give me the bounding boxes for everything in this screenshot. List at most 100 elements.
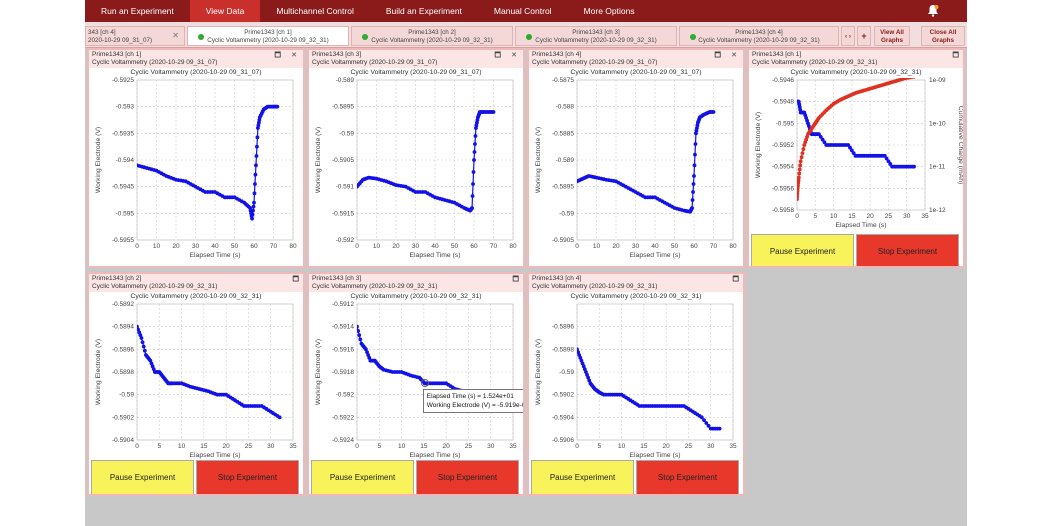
menu-view-data[interactable]: View Data	[189, 0, 261, 22]
y-tick-label: -0.5922	[332, 414, 354, 421]
chart[interactable]: 0 5 10 15 20 25 30 35 -0.5892 -0.5894 -0.5896 -0.58…	[89, 274, 305, 496]
x-tick-label: 5	[597, 443, 601, 450]
stop-experiment-button[interactable]: Stop Experiment	[416, 460, 519, 494]
series-point	[691, 190, 695, 194]
series-point	[822, 140, 827, 145]
chart[interactable]: 0 5 10 15 20 25 30 35 -0.5946 -0.5948 -0.595 -0.595…	[749, 50, 965, 268]
x-tick-label: 10	[398, 443, 406, 450]
series-point	[699, 415, 704, 420]
series-point	[252, 200, 256, 205]
tab-ch1[interactable]: Prime1343 [ch 1] Cyclic Voltammetry (202…	[187, 26, 349, 46]
maximize-icon[interactable]: 🗖	[714, 52, 721, 59]
maximize-icon[interactable]: 🗖	[274, 52, 281, 59]
maximize-icon[interactable]: 🗖	[952, 52, 959, 59]
tab-ch4[interactable]: Prime1343 [ch 4] Cyclic Voltammetry (202…	[679, 26, 839, 46]
graph-tab-bar: 343 [ch 4] 2020-10-29 09_31_07) ✕ Prime1…	[85, 22, 967, 48]
plot-frame	[356, 303, 514, 441]
y-tick-label: -0.5896	[552, 324, 574, 331]
pause-experiment-button[interactable]: Pause Experiment	[311, 460, 414, 494]
y-axis-label: Working Electrode (V)	[95, 339, 102, 405]
series2-point	[800, 151, 805, 156]
graph-panel: Prime1343 [ch 3] Cyclic Voltammetry (2020…	[307, 48, 525, 268]
plot-frame	[136, 79, 294, 241]
panel-subtitle: Cyclic Voltammetry (2020-10-29 09_32_31)	[752, 59, 878, 66]
pause-experiment-button[interactable]: Pause Experiment	[751, 234, 854, 266]
pause-experiment-button[interactable]: Pause Experiment	[91, 460, 194, 494]
chart-title: Cyclic Voltammetry (2020-10-29 09_32_31)	[570, 293, 702, 300]
series-point	[472, 150, 477, 154]
add-tab-button[interactable]: +	[857, 26, 871, 46]
panel-title: Prime1343 [ch 1]	[752, 51, 802, 58]
panel-title: Prime1343 [ch 2]	[92, 275, 142, 282]
maximize-icon[interactable]: 🗖	[292, 276, 299, 283]
y-tick-label: -0.595	[116, 210, 135, 217]
bell-icon[interactable]	[927, 4, 939, 17]
chart[interactable]: 0 5 10 15 20 25 30 35 -0.5896 -0.5898 -0.59 -0.5902…	[529, 274, 745, 496]
plot-frame	[356, 79, 514, 241]
series-point	[357, 324, 359, 329]
x-tick-label: 0	[355, 443, 359, 450]
panel-title: Prime1343 [ch 3]	[312, 51, 362, 58]
maximize-icon[interactable]: 🗖	[494, 52, 501, 59]
series-point	[849, 148, 854, 153]
series-point	[142, 348, 147, 353]
menu-more-options[interactable]: More Options	[583, 6, 635, 16]
close-icon[interactable]: ✕	[291, 52, 297, 59]
y-tick-label: -0.5958	[772, 207, 794, 214]
series-point	[848, 145, 852, 150]
chart-title: Cyclic Voltammetry (2020-10-29 09_31_07)	[570, 69, 702, 76]
series-point	[358, 337, 363, 342]
panel-header: Prime1343 [ch 3] Cyclic Voltammetry (2020…	[309, 274, 523, 292]
tab-ch2[interactable]: Prime1343 [ch 2] Cyclic Voltammetry (202…	[351, 26, 513, 46]
status-dot-icon	[362, 34, 368, 40]
series-point	[711, 110, 716, 114]
hover-cursor-icon	[420, 379, 429, 388]
stop-experiment-button[interactable]: Stop Experiment	[856, 234, 959, 266]
chart[interactable]: 0 10 20 30 40 50 60 70 80 -0.5875 -0.588 -0.5885 -0.…	[529, 50, 745, 268]
stop-experiment-button[interactable]: Stop Experiment	[636, 460, 739, 494]
close-icon[interactable]: ✕	[511, 52, 517, 59]
chart[interactable]: 0 10 20 30 40 50 60 70 80 -0.5925 -0.593 -0.5935 -0.…	[89, 50, 305, 268]
tab-ch3[interactable]: Prime1343 [ch 3] Cyclic Voltammetry (202…	[515, 26, 677, 46]
close-all-graphs-button[interactable]: Close All Graphs	[921, 26, 965, 46]
panel-subtitle: Cyclic Voltammetry (2020-10-29 09_32_31)	[92, 283, 218, 290]
tab-ch4-old[interactable]: 343 [ch 4] 2020-10-29 09_31_07) ✕	[85, 26, 185, 46]
y-tick-label: -0.589	[336, 77, 355, 84]
x-tick-label: 20	[392, 243, 400, 250]
y-tick-label: -0.592	[336, 392, 355, 399]
y-tick-label: -0.59	[559, 369, 574, 376]
y-tick-label: -0.595	[776, 120, 795, 127]
y-tick-label: -0.5875	[552, 77, 574, 84]
tab-scroll-button[interactable]: ‹ ›	[841, 26, 855, 46]
close-icon[interactable]: ✕	[172, 31, 179, 40]
series-point	[818, 134, 823, 139]
maximize-icon[interactable]: 🗖	[732, 276, 739, 283]
app-window: Run an Experiment View Data Multichannel…	[85, 0, 967, 526]
series-point	[357, 329, 361, 333]
panel-subtitle: Cyclic Voltammetry (2020-10-29 09_32_31)	[532, 283, 658, 290]
y-tick-label: -0.591	[336, 184, 355, 191]
tab-subtitle: Cyclic Voltammetry (2020-10-29 09_32_31)	[207, 37, 329, 44]
x-tick-label: 30	[192, 243, 200, 250]
menu-manual-control[interactable]: Manual Control	[493, 6, 552, 16]
x-axis-label: Elapsed Time (s)	[630, 252, 681, 259]
x-tick-label: 0	[575, 443, 579, 450]
chart[interactable]: 0 10 20 30 40 50 60 70 80 -0.589 -0.5895 -0.59 -0.59…	[309, 50, 525, 268]
panel-header: Prime1343 [ch 1] Cyclic Voltammetry (2020…	[89, 50, 303, 68]
panel-header: Prime1343 [ch 3] Cyclic Voltammetry (2020…	[309, 50, 523, 68]
close-icon[interactable]: ✕	[731, 52, 737, 59]
view-all-graphs-button[interactable]: View All Graphs	[874, 26, 910, 46]
stop-experiment-button[interactable]: Stop Experiment	[196, 460, 299, 494]
x-tick-label: 15	[640, 443, 648, 450]
y-tick-label: -0.5885	[552, 130, 574, 137]
panel-subtitle: Cyclic Voltammetry (2020-10-29 09_31_07)	[312, 59, 438, 66]
menu-build-experiment[interactable]: Build an Experiment	[385, 6, 462, 16]
pause-experiment-button[interactable]: Pause Experiment	[531, 460, 634, 494]
series2-point	[912, 78, 916, 79]
series-point	[820, 137, 825, 142]
y-tick-label: -0.5954	[772, 164, 794, 171]
y-tick-label: -0.5895	[552, 184, 574, 191]
menu-multichannel-control[interactable]: Multichannel Control	[276, 6, 354, 16]
maximize-icon[interactable]: 🗖	[512, 276, 519, 283]
menu-run-experiment[interactable]: Run an Experiment	[101, 6, 174, 16]
